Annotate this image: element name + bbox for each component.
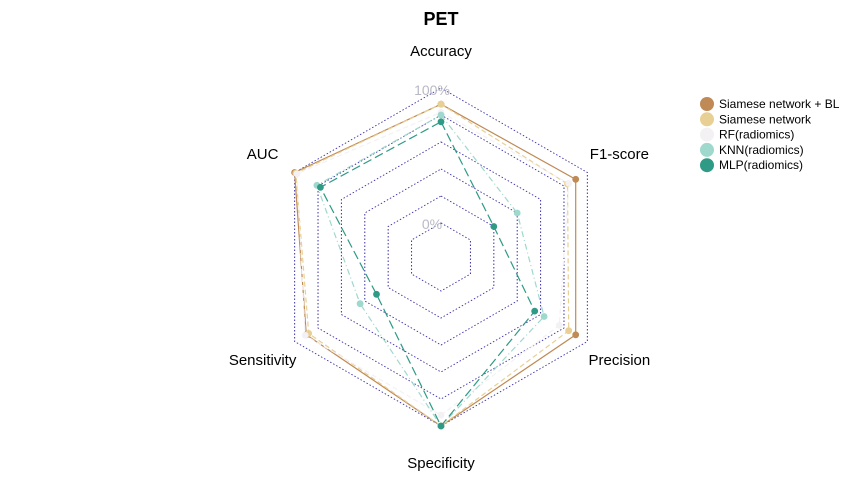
- series-1-point-2: [565, 327, 573, 335]
- axis-label-sensitivity: Sensitivity: [229, 352, 297, 369]
- legend-swatch-1: [700, 112, 714, 127]
- axis-min-label: 0%: [422, 216, 442, 232]
- series-layer: [291, 100, 580, 430]
- axis-labels: Accuracy F1-score Precision Specificity Sens…: [229, 43, 650, 472]
- series-2-point-1: [565, 179, 573, 187]
- series-3-point-0: [437, 111, 445, 119]
- legend-swatch-3: [700, 142, 714, 157]
- grid-ring-4: [317, 114, 565, 400]
- legend-label-0: Siamese network + BL: [719, 97, 840, 111]
- radar-grid: [294, 87, 588, 427]
- axis-label-precision: Precision: [589, 352, 651, 369]
- series-line-0: [293, 103, 577, 427]
- axis-label-specificity: Specificity: [407, 455, 475, 472]
- series-4: [317, 118, 539, 430]
- grid-ring-1: [387, 195, 495, 319]
- series-2-point-5: [293, 170, 301, 178]
- series-0-point-2: [572, 331, 580, 339]
- series-0: [291, 100, 580, 430]
- grid-ring-5: [294, 87, 588, 427]
- series-3-point-2: [540, 313, 548, 320]
- legend-swatch-4: [700, 158, 714, 173]
- series-line-2: [296, 111, 570, 416]
- legend-label-2: RF(radiomics): [719, 128, 794, 142]
- series-4-point-3: [437, 422, 445, 430]
- grid-ring-2: [364, 168, 518, 346]
- legend-label-4: MLP(radiomics): [719, 158, 803, 172]
- legend-label-3: KNN(radiomics): [719, 143, 804, 157]
- axis-max-label: 100%: [414, 82, 450, 98]
- series-4-point-0: [437, 118, 445, 126]
- axis-label-f1-score: F1-score: [590, 146, 649, 163]
- axis-label-auc: AUC: [247, 146, 279, 163]
- grid-ring-0: [411, 222, 471, 292]
- axis-label-accuracy: Accuracy: [410, 43, 472, 60]
- series-4-point-1: [490, 223, 498, 230]
- series-2-point-2: [555, 321, 563, 329]
- series-4-point-5: [317, 183, 324, 191]
- legend-swatch-2: [700, 127, 714, 142]
- series-4-point-2: [531, 307, 539, 315]
- series-1: [292, 100, 573, 430]
- series-3-point-4: [356, 300, 364, 308]
- grid-ring-3: [340, 141, 542, 373]
- series-3: [313, 111, 548, 430]
- series-2-point-4: [301, 332, 309, 339]
- chart-title: PET: [423, 9, 458, 29]
- series-2: [293, 108, 573, 419]
- series-0-point-1: [572, 175, 580, 183]
- legend-swatch-0: [700, 97, 714, 111]
- series-2-point-3: [437, 411, 445, 419]
- series-3-point-1: [513, 209, 521, 217]
- legend-label-1: Siamese network: [719, 112, 812, 126]
- series-4-point-4: [373, 290, 380, 298]
- series-1-point-0: [437, 100, 445, 108]
